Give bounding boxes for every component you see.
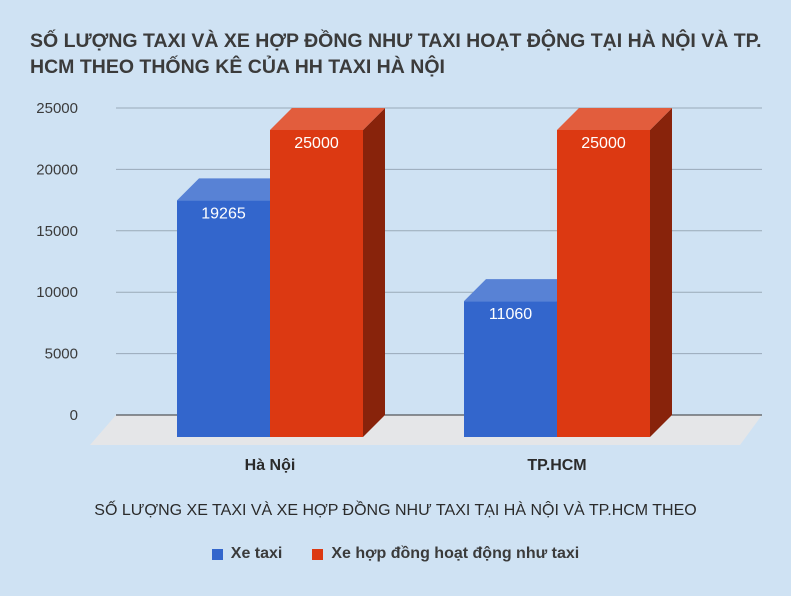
y-tick-label: 10000	[36, 284, 78, 301]
bar-side	[650, 108, 672, 437]
bar-side	[363, 108, 385, 437]
x-tick-label: TP.HCM	[527, 457, 586, 474]
data-label: 11060	[489, 306, 532, 323]
y-tick-label: 0	[70, 407, 78, 424]
data-label: 19265	[201, 205, 246, 222]
bar	[464, 301, 557, 437]
legend-item: Xe taxi	[211, 545, 283, 563]
legend-swatch	[312, 548, 324, 560]
data-label: 25000	[294, 135, 339, 152]
bar	[557, 130, 650, 437]
y-tick-label: 25000	[36, 100, 78, 117]
legend-label: Xe hợp đồng hoạt động như taxi	[331, 545, 580, 562]
y-tick-label: 15000	[36, 223, 78, 240]
bar	[177, 200, 270, 437]
x-tick-label: Hà Nội	[245, 457, 296, 474]
legend-swatch	[211, 548, 223, 560]
legend-item: Xe hợp đồng hoạt động như taxi	[312, 545, 579, 563]
y-tick-label: 5000	[45, 346, 78, 363]
bar-top	[464, 279, 579, 302]
data-label: 25000	[581, 135, 626, 152]
bar-top	[270, 108, 385, 130]
legend-label: Xe taxi	[230, 545, 283, 562]
bar-top	[177, 178, 292, 201]
chart-title: SỐ LƯỢNG TAXI VÀ XE HỢP ĐỒNG NHƯ TAXI HO…	[30, 30, 762, 78]
y-tick-label: 20000	[36, 161, 78, 178]
bar-top	[557, 108, 672, 130]
x-axis-title: SỐ LƯỢNG XE TAXI VÀ XE HỢP ĐỒNG NHƯ TAXI…	[94, 502, 697, 519]
bar	[270, 130, 363, 437]
legend: Xe taxi Xe hợp đồng hoạt động như taxi	[0, 545, 791, 563]
